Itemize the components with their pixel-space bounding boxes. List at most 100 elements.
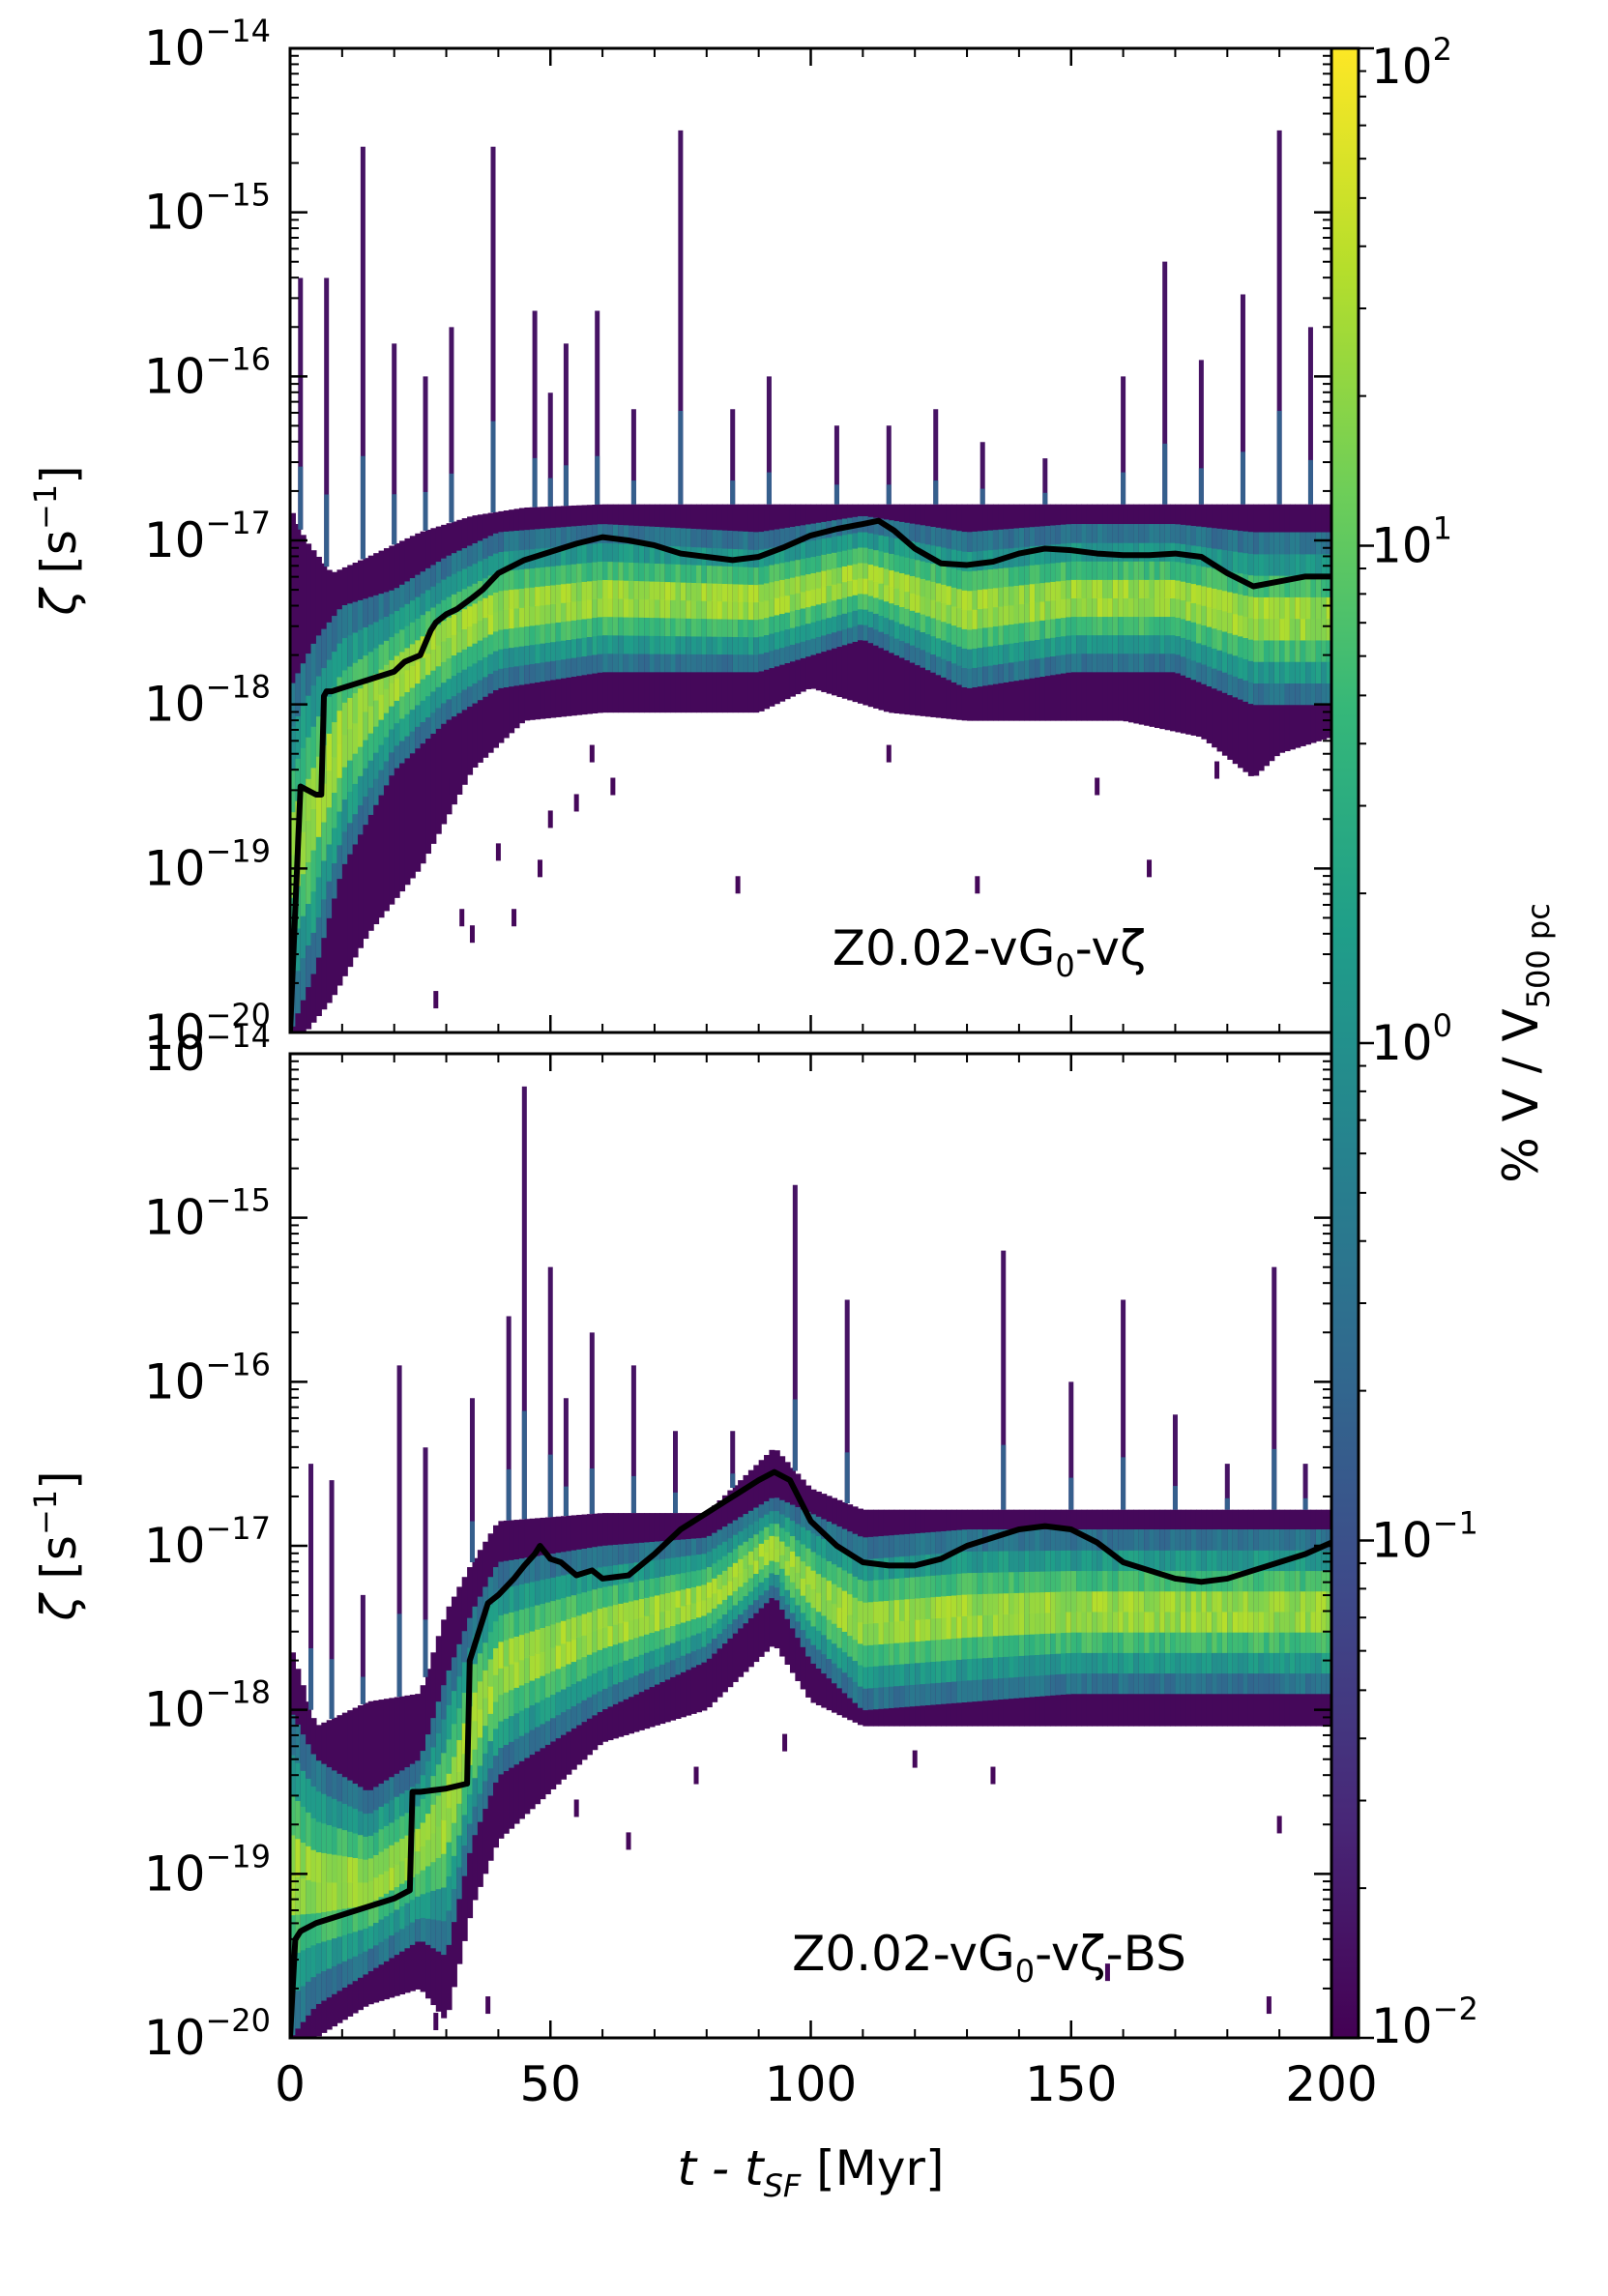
heatmap-core-cell xyxy=(696,1569,703,1586)
heatmap-core-cell xyxy=(592,1567,599,1590)
heatmap-core-cell xyxy=(540,528,546,549)
heatmap-core-cell xyxy=(961,628,968,649)
heatmap-core-cell xyxy=(1003,643,1009,664)
heatmap-core-cell xyxy=(409,686,416,711)
heatmap-core-cell xyxy=(1253,1570,1260,1592)
heatmap-core-cell xyxy=(878,518,885,536)
heatmap-core-cell xyxy=(779,629,786,649)
heatmap-core-cell xyxy=(1289,639,1296,662)
heatmap-core-cell xyxy=(675,1556,682,1575)
heatmap-core-cell xyxy=(352,1857,359,1883)
heatmap-core-cell xyxy=(1185,620,1192,640)
heatmap-core-cell xyxy=(581,1591,588,1614)
heatmap-core-cell xyxy=(690,1650,697,1668)
heatmap-core-cell xyxy=(633,653,640,673)
heatmap-core-cell xyxy=(493,670,499,690)
heatmap-core-cell xyxy=(300,705,307,748)
heatmap-core-cell xyxy=(956,1573,963,1596)
heatmap-core-cell xyxy=(1127,1652,1134,1674)
heatmap-core-cell xyxy=(1018,660,1025,681)
heatmap-core-cell xyxy=(1159,653,1166,673)
heatmap-core-cell xyxy=(805,1638,812,1657)
heatmap-core-cell xyxy=(352,813,359,845)
heatmap-core-cell xyxy=(347,1958,354,1985)
heatmap-core-cell xyxy=(1138,561,1145,580)
heatmap-core-cell xyxy=(456,1675,463,1709)
heatmap-core-cell xyxy=(732,1520,739,1535)
heatmap-core-cell xyxy=(1243,616,1249,639)
heatmap-core-cell xyxy=(1258,596,1265,620)
heatmap-core-cell xyxy=(670,1556,677,1576)
heatmap-core-cell xyxy=(1216,629,1223,651)
heatmap-core-cell xyxy=(420,1798,426,1823)
heatmap-core-cell xyxy=(425,567,431,591)
heatmap-core-cell xyxy=(867,611,874,627)
heatmap-core-cell xyxy=(883,584,890,602)
heatmap-core-cell xyxy=(732,600,739,620)
heatmap-core-cell xyxy=(1201,605,1208,626)
heatmap-core-cell xyxy=(1300,1632,1306,1653)
heatmap-core-cell xyxy=(607,1686,614,1707)
heatmap-core-cell xyxy=(1170,616,1177,636)
heatmap-core-cell xyxy=(644,563,651,582)
heatmap-core-cell xyxy=(487,654,494,675)
heatmap-core-cell xyxy=(570,526,577,546)
scatter-point xyxy=(469,925,475,944)
heatmap-core-cell xyxy=(659,1593,666,1613)
heatmap-core-cell xyxy=(570,1572,577,1596)
heatmap-core-cell xyxy=(1138,1550,1145,1572)
heatmap-core-cell xyxy=(1060,562,1067,581)
heatmap-core-cell xyxy=(862,531,869,548)
heatmap-core-cell xyxy=(1232,1529,1239,1551)
heatmap-core-cell xyxy=(664,654,671,673)
heatmap-core-cell xyxy=(456,1803,463,1836)
heatmap-core-cell xyxy=(1195,603,1202,625)
heatmap-core-cell xyxy=(847,565,854,581)
panel-label-subscript: 0 xyxy=(1015,1953,1035,1990)
heatmap-core-cell xyxy=(472,1777,479,1807)
heatmap-core-cell xyxy=(420,1821,426,1847)
heatmap-core-cell xyxy=(638,653,645,673)
heatmap-core-cell xyxy=(1159,1632,1166,1653)
heatmap-core-cell xyxy=(1269,1611,1275,1633)
heatmap-core-cell xyxy=(310,1880,317,1914)
heatmap-core-cell xyxy=(1013,1613,1020,1636)
heatmap-core-cell xyxy=(686,1637,692,1654)
heatmap-core-cell xyxy=(1195,1632,1202,1653)
heatmap-core-cell xyxy=(358,1858,364,1883)
heatmap-core-cell xyxy=(383,1893,390,1917)
heatmap-core-cell xyxy=(1060,524,1067,544)
heatmap-core-cell xyxy=(764,1577,771,1591)
heatmap-core-cell xyxy=(576,1702,583,1726)
heatmap-core-cell xyxy=(764,548,771,567)
heatmap-core-cell xyxy=(1289,1611,1296,1633)
heatmap-core-cell xyxy=(800,1612,806,1631)
heatmap-core-cell xyxy=(394,1796,400,1820)
heatmap-core-cell xyxy=(607,579,614,599)
heatmap-core-cell xyxy=(1096,1529,1103,1551)
heatmap-core-cell xyxy=(1009,624,1015,644)
heatmap-core-cell xyxy=(712,1578,718,1594)
heatmap-core-cell xyxy=(1127,1570,1134,1592)
heatmap-core-cell xyxy=(315,715,322,757)
heatmap-core-cell xyxy=(753,619,760,638)
heatmap-core-cell xyxy=(493,650,499,671)
heatmap-core-cell xyxy=(1024,640,1031,661)
heatmap-core-cell xyxy=(1035,1529,1041,1552)
heatmap-core-cell xyxy=(696,1585,703,1602)
heatmap-core-cell xyxy=(493,572,499,593)
heatmap-core-cell xyxy=(972,1679,979,1702)
heatmap-core-cell xyxy=(300,831,307,875)
heatmap-core-cell xyxy=(800,1578,806,1596)
heatmap-core-cell xyxy=(618,653,625,673)
heatmap-core-cell xyxy=(712,618,718,637)
heatmap-core-cell xyxy=(1138,1529,1145,1551)
heatmap-core-cell xyxy=(1243,637,1249,659)
heatmap-core-cell xyxy=(847,1531,854,1554)
heatmap-core-cell xyxy=(712,654,718,673)
heatmap-core-cell xyxy=(461,1631,468,1663)
heatmap-core-cell xyxy=(1238,551,1244,574)
heatmap-core-cell xyxy=(1195,1529,1202,1551)
heatmap-core-cell xyxy=(893,604,900,623)
heatmap-core-cell xyxy=(1003,586,1009,606)
